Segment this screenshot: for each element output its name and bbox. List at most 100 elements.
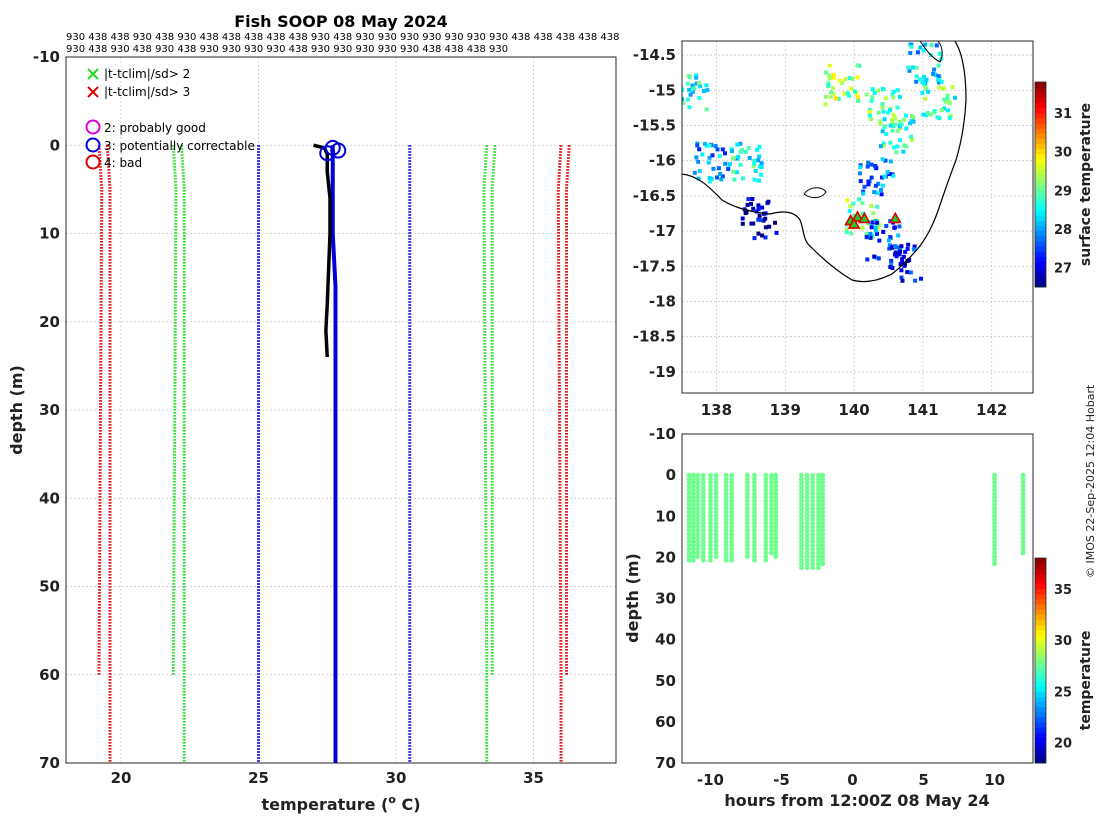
sst-pixel bbox=[837, 78, 842, 83]
timeseries-point bbox=[820, 561, 826, 567]
sst-pixel bbox=[947, 116, 952, 121]
timeseries-point bbox=[773, 531, 779, 537]
timeseries-point bbox=[773, 550, 779, 556]
timeseries-point bbox=[700, 543, 706, 548]
colorbar-segment bbox=[1035, 112, 1046, 119]
sst-pixel bbox=[715, 147, 720, 152]
sst-pixel bbox=[899, 268, 904, 273]
timeseries-point bbox=[723, 472, 729, 478]
colorbar-segment bbox=[1035, 143, 1046, 150]
timeseries-point bbox=[763, 531, 769, 537]
timeseries-point bbox=[804, 520, 810, 526]
timeseries-point bbox=[708, 472, 713, 478]
sst-pixel bbox=[756, 217, 761, 222]
sst-pixel bbox=[876, 256, 881, 261]
sst-pixel bbox=[884, 132, 889, 137]
profile-xtick-label: 35 bbox=[523, 769, 544, 787]
sst-pixel bbox=[749, 201, 753, 206]
sst-pixel bbox=[743, 149, 748, 154]
sst-pixel bbox=[844, 230, 849, 235]
timeseries-point bbox=[763, 480, 769, 485]
sst-pixel bbox=[873, 225, 878, 230]
timeseries-point bbox=[695, 543, 700, 548]
sst-pixel bbox=[735, 142, 740, 147]
timeseries-point bbox=[700, 524, 706, 530]
timeseries-point bbox=[763, 513, 769, 519]
sst-pixel bbox=[845, 198, 850, 203]
timeseries-point bbox=[804, 487, 810, 493]
timeseries-point bbox=[752, 517, 757, 522]
colorbar-segment bbox=[1035, 742, 1046, 749]
timeseries-point bbox=[686, 546, 692, 552]
sst-pixel bbox=[694, 75, 699, 80]
colorbar-segment bbox=[1035, 240, 1046, 247]
timeseries-point bbox=[773, 546, 779, 552]
timeseries-point bbox=[745, 476, 750, 482]
sst-pixel bbox=[731, 169, 736, 174]
sst-pixel bbox=[831, 85, 835, 90]
sst-pixel bbox=[908, 51, 913, 55]
timeseries-point bbox=[1020, 539, 1026, 545]
profile-chart: 20 25 30 35 -10 0 10 20 30 40 50 60 70 temperature (… bbox=[7, 48, 617, 814]
timeseries-point bbox=[763, 498, 769, 504]
timeseries-point bbox=[695, 483, 700, 489]
legend-label-flag-2: 2: probably good bbox=[104, 121, 206, 135]
sst-pixel bbox=[682, 97, 684, 102]
timeseries-point bbox=[1020, 517, 1026, 522]
timeseries-point bbox=[729, 483, 735, 489]
sst-pixel bbox=[876, 88, 881, 93]
timeseries-ytick-label: -10 bbox=[649, 425, 676, 443]
sst-pixel bbox=[752, 161, 757, 166]
timeseries-point bbox=[745, 520, 750, 526]
timeseries-point bbox=[700, 531, 706, 537]
colorbar-segment bbox=[1035, 138, 1046, 144]
colorbar-segment bbox=[1035, 169, 1046, 175]
sst-pixel bbox=[687, 105, 692, 110]
timeseries-point bbox=[691, 546, 696, 552]
timeseries-point bbox=[700, 498, 706, 504]
timeseries-point bbox=[745, 546, 750, 552]
timeseries-xlabel: hours from 12:00Z 08 May 24 bbox=[724, 791, 989, 810]
timeseries-point bbox=[691, 491, 696, 496]
sst-pixel bbox=[746, 146, 751, 150]
sst-pixel bbox=[880, 102, 885, 106]
timeseries-point bbox=[799, 483, 804, 489]
sst-pixel bbox=[920, 90, 925, 95]
sst-pixel bbox=[751, 206, 756, 211]
colorbar-segment bbox=[1035, 757, 1046, 764]
timeseries-point bbox=[713, 554, 719, 559]
timeseries-point bbox=[804, 509, 810, 515]
colorbar-segment bbox=[1035, 609, 1046, 615]
timeseries-point bbox=[763, 506, 769, 511]
profile-axes-frame bbox=[65, 56, 617, 764]
timeseries-point bbox=[799, 509, 804, 515]
colorbar-segment bbox=[1035, 276, 1046, 283]
timeseries-point bbox=[686, 557, 692, 563]
timeseries-point bbox=[992, 502, 997, 508]
sst-pixel bbox=[707, 155, 712, 160]
timeseries-point bbox=[799, 520, 804, 526]
timeseries-point bbox=[820, 498, 826, 504]
sst-pixel bbox=[883, 124, 888, 129]
sst-pixel bbox=[934, 43, 939, 48]
sst-pixel bbox=[922, 74, 927, 79]
timeseries-point bbox=[820, 535, 826, 541]
timeseries-point bbox=[700, 502, 706, 508]
timeseries-point bbox=[769, 491, 774, 496]
colorbar-segment bbox=[1035, 153, 1046, 160]
sst-pixel bbox=[913, 278, 918, 283]
timeseries-point bbox=[804, 546, 810, 552]
colorbar-segment bbox=[1035, 210, 1046, 216]
timeseries-point bbox=[763, 554, 769, 559]
timeseries-point bbox=[745, 487, 750, 493]
timeseries-point bbox=[723, 557, 729, 563]
timeseries-point bbox=[1020, 513, 1026, 519]
sst-pixel bbox=[848, 204, 853, 209]
sst-pixel bbox=[692, 86, 697, 91]
sst-pixel bbox=[903, 262, 907, 267]
station-triangle-marker bbox=[888, 211, 902, 224]
timeseries-point bbox=[773, 528, 779, 533]
sst-pixel bbox=[707, 143, 712, 148]
timeseries-point bbox=[695, 550, 700, 556]
sst-pixel bbox=[866, 160, 871, 165]
